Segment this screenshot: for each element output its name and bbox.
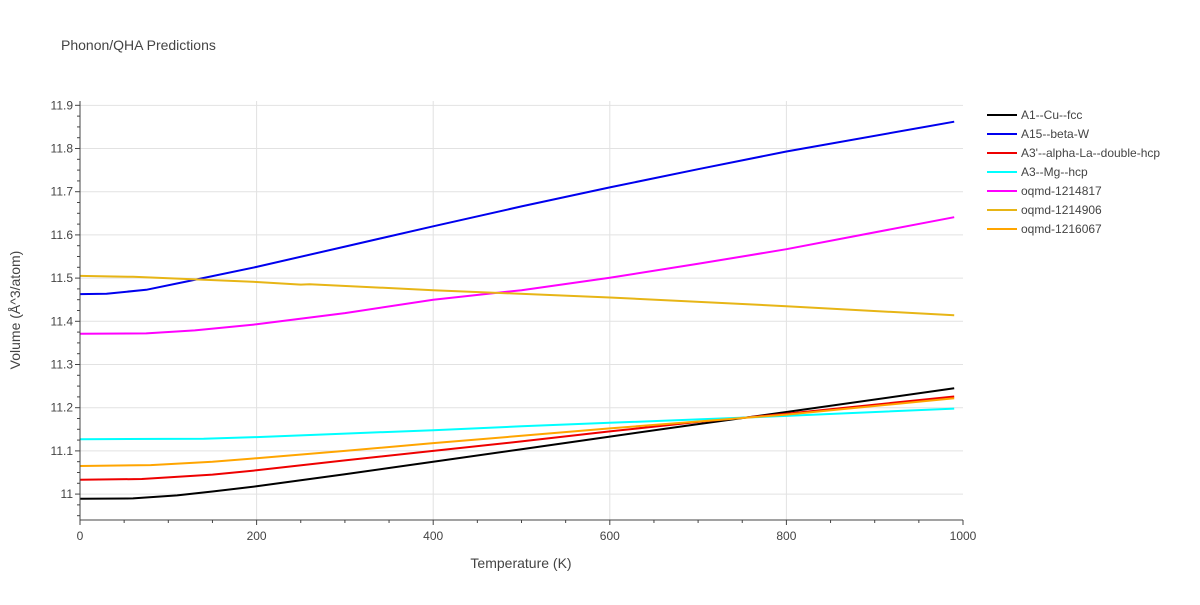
x-tick-label: 600 <box>600 529 620 543</box>
series-line[interactable] <box>79 216 955 335</box>
legend-item[interactable]: oqmd-1214817 <box>987 184 1102 198</box>
y-tick-label: 11.2 <box>51 401 74 415</box>
legend-item[interactable]: oqmd-1216067 <box>987 222 1102 236</box>
y-tick-label: 11.3 <box>51 357 74 371</box>
legend-label: oqmd-1216067 <box>1021 222 1102 236</box>
legend-label: A15--beta-W <box>1021 127 1090 141</box>
legend-label: oqmd-1214906 <box>1021 203 1102 217</box>
grid <box>80 101 963 520</box>
legend-item[interactable]: A3--Mg--hcp <box>987 165 1088 179</box>
y-axis-label: Volume (Å^3/atom) <box>7 251 23 370</box>
legend-label: A1--Cu--fcc <box>1021 108 1082 122</box>
series-lines <box>79 120 955 500</box>
series-line[interactable] <box>79 397 955 467</box>
legend-item[interactable]: A3'--alpha-La--double-hcp <box>987 146 1160 160</box>
y-tick-label: 11.5 <box>51 271 74 285</box>
y-tick-label: 11.1 <box>51 444 74 458</box>
y-tick-label: 11 <box>61 487 74 501</box>
legend: A1--Cu--fcc A15--beta-W A3'--alpha-La--dou… <box>987 108 1160 236</box>
legend-item[interactable]: A15--beta-W <box>987 127 1090 141</box>
y-tick-label: 11.7 <box>51 185 74 199</box>
y-tick-label: 11.8 <box>51 142 74 156</box>
x-tick-label: 800 <box>776 529 796 543</box>
x-tick-label: 1000 <box>950 529 977 543</box>
legend-item[interactable]: A1--Cu--fcc <box>987 108 1082 122</box>
x-tick-label: 0 <box>77 529 84 543</box>
x-tick-label: 400 <box>423 529 443 543</box>
legend-label: A3--Mg--hcp <box>1021 165 1088 179</box>
x-tick-label: 200 <box>247 529 267 543</box>
series-line[interactable] <box>79 274 955 317</box>
axes: 0 200 400 600 800 1000 11 11.1 11.2 11.3 11.4 11.5 1… <box>51 98 977 543</box>
y-tick-label: 11.6 <box>51 228 74 242</box>
legend-item[interactable]: oqmd-1214906 <box>987 203 1102 217</box>
series-line[interactable] <box>79 120 955 296</box>
x-axis-label: Temperature (K) <box>470 555 571 571</box>
chart-title: Phonon/QHA Predictions <box>61 37 216 53</box>
legend-label: oqmd-1214817 <box>1021 184 1102 198</box>
y-tick-label: 11.4 <box>51 314 74 328</box>
legend-label: A3'--alpha-La--double-hcp <box>1021 146 1160 160</box>
y-tick-label: 11.9 <box>51 98 74 112</box>
series-line[interactable] <box>79 387 955 500</box>
